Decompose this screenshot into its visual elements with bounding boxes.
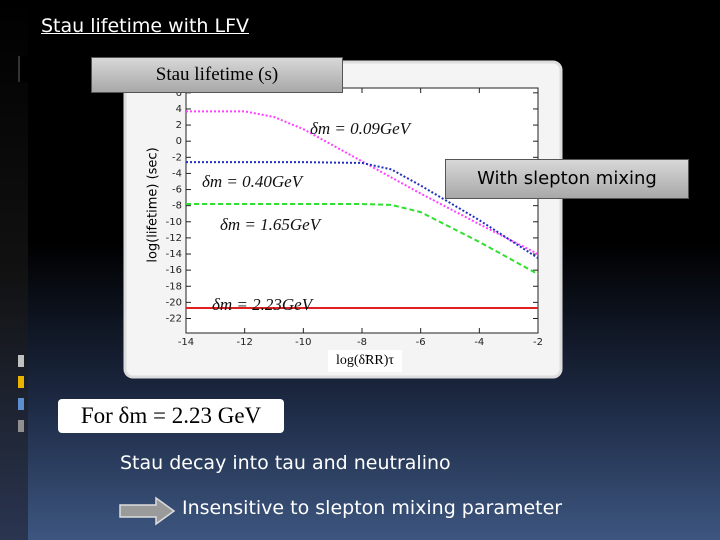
y-tick-label: -22 (166, 313, 182, 324)
accent (18, 376, 24, 388)
x-tick-label: -12 (236, 337, 252, 348)
y-tick-label: -8 (172, 201, 182, 212)
y-tick-label: -16 (166, 265, 182, 276)
x-tick-label: -4 (474, 337, 484, 348)
y-tick-label: -20 (166, 297, 182, 308)
point-text: Stau decay into tau and neutralino (120, 452, 451, 474)
y-tick-label: -2 (172, 152, 182, 163)
condition-box: For δm = 2.23 GeV (58, 399, 284, 433)
x-tick-label: -6 (416, 337, 426, 348)
x-axis-label: log(δ̃RR)τ (336, 353, 394, 368)
arrow (119, 496, 176, 526)
y-tick-label: 4 (176, 104, 182, 115)
series-label: δm = 0.40GeV (202, 172, 305, 191)
black-block (18, 56, 30, 82)
y-tick-label: -10 (166, 217, 182, 228)
x-tick-label: -2 (533, 337, 543, 348)
series-label: δm = 0.09GeV (310, 119, 413, 138)
x-tick-label: -14 (178, 337, 194, 348)
y-axis-label: log(lifetime) (sec) (146, 147, 161, 262)
y-tick-label: -4 (172, 168, 182, 179)
plot-frame (185, 87, 539, 334)
series-line (186, 203, 539, 276)
series-label: δm = 1.65GeV (220, 215, 323, 234)
y-tick-label: -12 (166, 233, 182, 244)
mixing-box: With slepton mixing (445, 159, 689, 199)
y-tick-label: 6 (176, 88, 182, 99)
series-line (186, 110, 539, 255)
slide-title: Stau lifetime with LFV (41, 15, 249, 37)
conclusion-text: Insensitive to slepton mixing parameter (182, 497, 563, 519)
y-tick-label: -6 (172, 185, 182, 196)
y-tick-label: -18 (166, 281, 182, 292)
series-label: δm = 2.23GeV (212, 295, 315, 314)
x-tick-label: -8 (357, 337, 367, 348)
y-tick-label: 0 (176, 136, 182, 147)
series-line (186, 161, 539, 259)
x-tick-label: -10 (295, 337, 311, 348)
accent (18, 398, 24, 410)
side-strip (0, 0, 28, 540)
y-tick-label: 2 (176, 120, 182, 131)
x-label-bg (328, 350, 402, 372)
accent (18, 355, 24, 367)
caption-box: Stau lifetime (s) (91, 57, 343, 93)
y-tick-label: -14 (166, 249, 182, 260)
accent (18, 420, 24, 432)
